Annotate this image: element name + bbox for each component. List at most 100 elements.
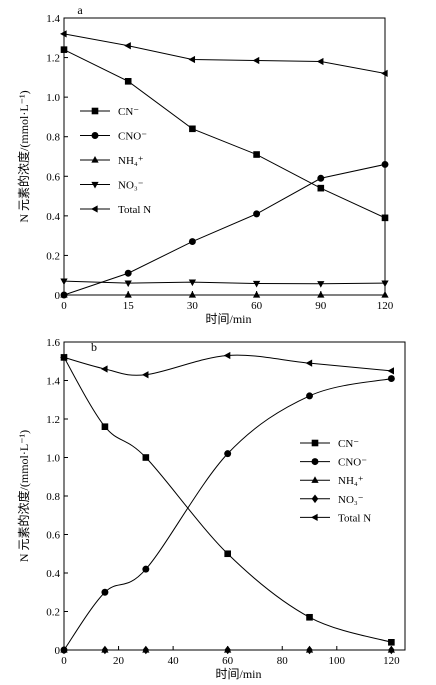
data-point xyxy=(124,42,131,50)
data-point xyxy=(142,454,150,461)
y-tick-label: 1.2 xyxy=(46,414,60,426)
legend-entry: CNO⁻ xyxy=(118,131,147,143)
data-point xyxy=(317,184,325,192)
data-point xyxy=(381,280,389,288)
data-point xyxy=(224,450,232,458)
data-point xyxy=(224,645,231,655)
y-tick-label: 0.2 xyxy=(46,250,60,262)
data-point xyxy=(100,365,108,373)
data-point xyxy=(101,588,109,596)
data-point xyxy=(223,351,231,360)
series-1 xyxy=(60,160,389,299)
data-point xyxy=(306,645,313,655)
x-tick-label: 120 xyxy=(383,655,400,667)
legend-marker xyxy=(311,513,318,522)
data-point xyxy=(60,353,67,362)
y-tick-label: 1.4 xyxy=(46,376,60,388)
panel-label: a xyxy=(77,3,83,17)
x-tick-label: 30 xyxy=(187,300,199,312)
legend-marker xyxy=(91,205,98,213)
data-point xyxy=(252,291,261,298)
data-point xyxy=(101,645,109,655)
legend-entry: NH₄⁺ xyxy=(118,155,144,167)
legend-entry: Total N xyxy=(338,512,371,524)
data-point xyxy=(124,269,132,277)
data-point xyxy=(306,392,313,400)
series-line xyxy=(63,163,386,296)
legend-entry: NH₄⁺ xyxy=(338,475,364,487)
series-0 xyxy=(60,46,389,222)
data-point xyxy=(305,359,313,367)
y-tick-label: 0.8 xyxy=(46,132,60,144)
data-point xyxy=(188,55,196,64)
data-point xyxy=(253,210,261,218)
x-tick-label: 80 xyxy=(277,655,289,667)
legend-entry: CN⁻ xyxy=(118,106,139,118)
series-4 xyxy=(60,30,388,78)
legend-entry: NO₃⁻ xyxy=(338,494,364,506)
data-point xyxy=(317,174,325,182)
data-point xyxy=(141,371,149,379)
data-point xyxy=(252,280,261,288)
series-line xyxy=(63,354,392,376)
series-1 xyxy=(60,375,395,654)
y-tick-label: 1.0 xyxy=(46,92,60,104)
x-tick-label: 60 xyxy=(251,300,263,312)
y-axis-label: N 元素的浓度/(mmol·L⁻¹) xyxy=(16,90,31,222)
data-point xyxy=(142,645,150,655)
x-tick-label: 0 xyxy=(61,300,67,312)
legend-marker xyxy=(91,156,99,163)
y-tick-label: 0.8 xyxy=(46,491,60,503)
y-tick-label: 0 xyxy=(55,645,61,657)
y-axis-label: N 元素的浓度/(mmol·L⁻¹) xyxy=(16,430,31,562)
data-point xyxy=(306,613,313,621)
data-point xyxy=(381,214,389,222)
x-tick-label: 120 xyxy=(377,300,394,312)
data-point xyxy=(188,291,197,298)
panel-b: 0 0.2 0.4 0.6 0.8 1.0 1.2 1.4 1.6 0 20 40 60 80 100 120… xyxy=(16,337,406,681)
y-tick-label: 0.6 xyxy=(46,530,60,542)
data-point xyxy=(124,291,132,298)
data-point xyxy=(188,238,196,246)
data-point xyxy=(60,291,68,298)
x-tick-label: 90 xyxy=(315,300,327,312)
y-tick-label: 1.6 xyxy=(46,337,60,349)
data-point xyxy=(224,550,231,558)
x-tick-label: 0 xyxy=(61,655,67,667)
series-3 xyxy=(60,645,395,655)
legend-entry: CN⁻ xyxy=(338,438,359,450)
data-point xyxy=(189,125,196,133)
series-line xyxy=(63,49,386,219)
series-4 xyxy=(60,351,394,379)
legend-marker xyxy=(311,439,319,447)
data-point xyxy=(381,69,388,78)
legend: CN⁻ CNO⁻ NH₄⁺ NO₃⁻ Total N xyxy=(80,106,151,216)
data-point xyxy=(253,151,260,158)
x-tick-label: 100 xyxy=(329,655,346,667)
series-line xyxy=(63,33,386,74)
legend-marker xyxy=(91,181,99,189)
y-tick-label: 0.4 xyxy=(46,211,60,223)
x-tick-label: 40 xyxy=(168,655,180,667)
panel-a: 0 0.2 0.4 0.6 0.8 1.0 1.2 1.4 0 15 30 60 90 120 时间/min… xyxy=(16,3,394,326)
data-point xyxy=(60,46,68,53)
x-tick-label: 15 xyxy=(123,300,135,312)
y-tick-label: 0.2 xyxy=(46,607,60,619)
legend-marker xyxy=(91,132,99,139)
data-point xyxy=(60,645,68,655)
series-2 xyxy=(60,291,389,298)
data-point xyxy=(101,423,109,430)
legend-marker xyxy=(91,107,99,115)
legend-marker xyxy=(311,494,319,504)
y-tick-label: 0.4 xyxy=(46,568,60,580)
data-point xyxy=(381,291,389,298)
data-point xyxy=(60,30,67,38)
legend-entry: NO₃⁻ xyxy=(118,180,144,192)
data-point xyxy=(317,281,325,288)
data-point xyxy=(316,57,324,66)
data-point xyxy=(124,78,132,85)
data-point xyxy=(142,565,150,573)
x-axis-label: 时间/min xyxy=(205,312,251,326)
data-point xyxy=(317,291,325,298)
